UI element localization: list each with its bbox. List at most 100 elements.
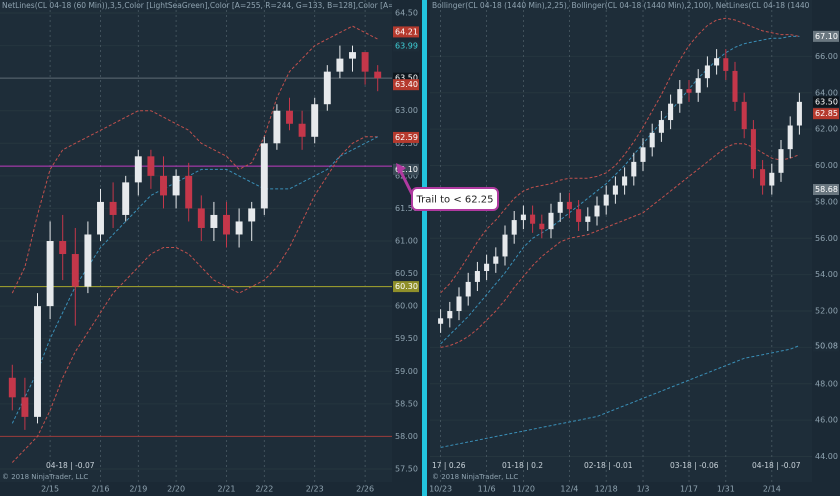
contract-note: 17 | 0.26 [432,461,466,470]
candle-body [594,205,600,217]
candle-body [484,263,490,272]
price-marker-label: 67.10 [815,32,838,41]
y-tick-label: 59.00 [395,367,418,376]
candle-body [109,201,117,215]
y-tick-label: 58.00 [815,197,838,206]
candle-body [520,214,526,221]
candle-body [223,214,230,235]
candle-body [134,156,142,183]
copyright: © 2018 NinjaTrader, LLC [432,473,518,481]
price-marker [813,340,839,352]
bollinger-band [440,143,800,348]
candle-body [456,296,462,312]
price-marker [813,30,839,42]
candle-body [160,175,167,196]
contract-note: 04-18 | -0.07 [752,461,801,470]
bollinger-band [440,35,800,345]
bollinger-band [440,345,800,448]
candle-body [530,214,536,224]
bollinger-band [440,17,800,294]
x-tick-label: 2/23 [306,485,324,494]
price-marker [813,108,839,120]
contract-note: 01-18 | 0.2 [502,461,543,470]
candle-body [84,234,92,287]
candle-body [686,89,692,93]
price-marker-label: 58.68 [815,185,838,194]
candle-body [612,185,618,195]
candle-body [760,169,766,186]
contract-note: 02-18 | -0.01 [584,461,633,470]
y-tick-label: 60.00 [395,302,418,311]
copyright: © 2018 NinjaTrader, LLC [2,473,88,481]
candle-body [474,271,480,282]
callout-arrowhead [396,163,406,174]
price-marker-label: 62.10 [395,165,418,174]
y-tick-label: 48.00 [815,379,838,388]
candle-body [714,58,720,66]
candle-body [502,234,508,257]
candle-body [622,176,628,186]
candle-body [796,101,802,126]
candle-body [557,201,563,213]
price-marker-label: 63.50 [395,74,418,83]
candle-body [97,201,104,235]
price-marker [393,72,419,84]
callout: Trail to < 62.25 [396,163,499,211]
price-marker-label: 63.99 [395,42,418,51]
price-marker-label: 63.50 [815,97,838,106]
y-tick-label: 64.50 [395,9,418,18]
candle-body [438,318,444,324]
x-tick-label: 11/20 [512,485,535,494]
x-tick-label: 2/16 [92,485,110,494]
candle-body [677,89,683,104]
candle-body [248,208,256,222]
candle-body [741,101,747,130]
price-marker-label: 62.85 [815,109,838,118]
y-tick-label: 59.50 [395,334,418,343]
y-tick-label: 60.00 [815,161,838,170]
y-tick-label: 44.00 [815,452,838,461]
y-tick-label: 58.50 [395,399,418,408]
x-tick-label: 12/4 [560,485,578,494]
y-tick-label: 61.00 [395,237,418,246]
candle-body [649,132,655,148]
price-marker-label: 63.40 [395,80,418,89]
candle-body [361,52,369,72]
candle-body [723,58,729,71]
candle-body [197,208,205,228]
price-marker [393,163,419,175]
callout-arrow [397,167,415,197]
candle-body [46,241,54,307]
candle-body [732,70,738,102]
callout-text: Trail to < 62.25 [415,195,493,206]
candle-body [585,216,591,222]
y-tick-label: 54.00 [815,270,838,279]
price-axis: 57.50 58.00 58.50 59.00 59.50 60.00 60.50 61.00… [41,9,419,494]
price-marker [813,96,839,108]
chart-panel [0,0,392,482]
x-tick-label: 10/23 [429,485,452,494]
candle-body [273,110,281,144]
candle-body [323,71,331,105]
candle-body [235,221,243,235]
x-tick-label: 1/17 [680,485,698,494]
candle-body [603,194,609,206]
candle-body [185,175,193,209]
candle-body [566,201,572,210]
price-marker-label: 60.30 [395,282,418,291]
callout-box [411,187,499,211]
y-tick-label: 63.00 [395,106,418,115]
candle-body [750,129,756,170]
candle-body [465,281,471,297]
candle-body [539,223,545,230]
candle-body [778,149,784,173]
contract-note: 04-18 | -0.07 [46,461,95,470]
y-tick-label: 46.00 [815,416,838,425]
y-tick-label: 62.00 [395,171,418,180]
candle-body [122,182,130,215]
y-tick-label: 62.50 [395,139,418,148]
candle-body [704,65,710,79]
price-marker [393,26,419,38]
candle-body [631,161,637,177]
